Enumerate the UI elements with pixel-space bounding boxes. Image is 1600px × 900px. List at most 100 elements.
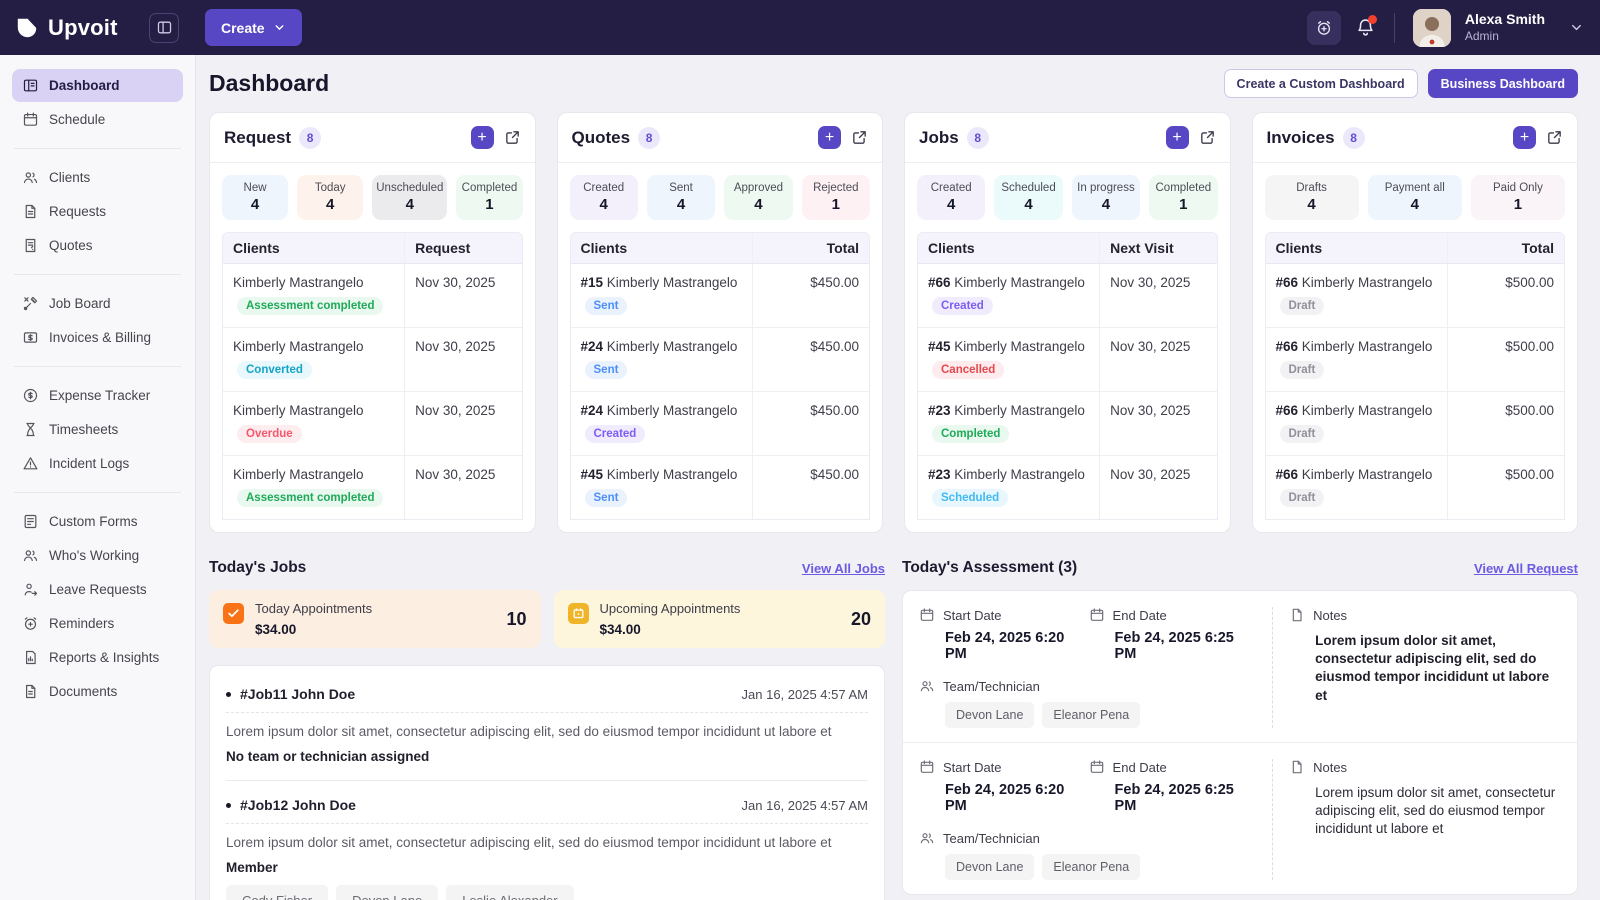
stat-chip[interactable]: Created 4 [917,175,986,220]
table-row[interactable]: Kimberly Mastrangelo Converted Nov 30, 202… [223,328,522,392]
create-button[interactable]: Create [205,9,302,46]
sidebar-item-requests[interactable]: Requests [12,195,183,228]
table-row[interactable]: #24 Kimberly Mastrangelo Sent $450.00 [570,328,869,392]
table-row[interactable]: #66 Kimberly Mastrangelo Draft $500.00 [1265,392,1564,456]
sidebar-item-timesheets[interactable]: Timesheets [12,413,183,446]
assessment-entry[interactable]: Start Date Feb 24, 2025 6:20 PM End Date… [903,591,1577,742]
table-row[interactable]: #45 Kimberly Mastrangelo Cancelled Nov 30,… [918,328,1217,392]
table-row[interactable]: #45 Kimberly Mastrangelo Sent $450.00 [571,456,870,519]
notes-text: Lorem ipsum dolor sit amet, consectetur … [1315,633,1550,703]
table-row[interactable]: Kimberly Mastrangelo Assessment completed… [223,456,522,519]
note-file-icon [1289,759,1305,775]
todays-assessment-title: Today's Assessment (3) [902,559,1078,576]
tools-icon [22,295,39,312]
upcoming-appointments-card[interactable]: Upcoming Appointments $34.00 20 [553,590,885,648]
calendar-icon [1089,759,1105,775]
open-invoices-button[interactable] [1546,129,1563,146]
external-link-icon [1199,129,1216,146]
notifications-button[interactable] [1355,15,1377,38]
plus-icon: + [824,128,835,146]
stat-chip[interactable]: Sent 4 [646,175,716,220]
alarm-plus-icon [22,615,39,632]
table-row[interactable]: #15 Kimberly Mastrangelo Sent $450.00 [570,264,869,328]
sidebar-item-documents[interactable]: Documents [12,675,183,708]
bullet-icon [226,802,231,808]
create-custom-dashboard-button[interactable]: Create a Custom Dashboard [1223,69,1418,98]
add-quote-button[interactable]: + [818,126,841,149]
sidebar-item-reminders[interactable]: Reminders [12,607,183,640]
stat-chip[interactable]: Rejected 1 [801,175,870,220]
stat-chip[interactable]: Approved 4 [724,175,793,220]
open-requests-button[interactable] [504,129,521,146]
view-all-jobs-link[interactable]: View All Jobs [801,560,885,576]
status-badge: Draft [1279,425,1325,443]
sidebar-item-incident-logs[interactable]: Incident Logs [12,447,183,480]
file-question-icon [22,237,39,254]
stat-chip[interactable]: Paid Only 1 [1470,175,1566,220]
view-all-request-link[interactable]: View All Request [1473,560,1578,576]
todays-jobs-title: Today's Jobs [209,559,307,576]
user-menu[interactable]: Alexa Smith Admin [1465,11,1545,44]
sidebar-item-reports-insights[interactable]: Reports & Insights [12,641,183,674]
main-content: Dashboard Create a Custom Dashboard Busi… [196,55,1600,900]
table-row[interactable]: #23 Kimberly Mastrangelo Completed Nov 30,… [918,392,1217,456]
user-name: Alexa Smith [1464,11,1545,28]
add-invoice-button[interactable]: + [1513,126,1536,149]
add-request-button[interactable]: + [470,126,494,149]
calendar-icon [919,607,935,623]
sidebar-item-clients[interactable]: Clients [12,161,183,194]
logo[interactable]: Upvoit [14,15,149,41]
stat-chip[interactable]: Created 4 [569,175,638,220]
add-job-button[interactable]: + [1165,126,1189,149]
business-dashboard-button[interactable]: Business Dashboard [1427,69,1578,98]
table-row[interactable]: #66 Kimberly Mastrangelo Draft $500.00 [1265,264,1564,328]
sidebar-item-whos-working[interactable]: Who's Working [12,539,183,572]
card-title: Request [224,127,292,147]
user-menu-chevron-icon[interactable] [1569,20,1584,35]
count-badge: 8 [966,126,989,149]
table-row[interactable]: Kimberly Mastrangelo Overdue Nov 30, 2025 [223,392,522,456]
sidebar-item-leave-requests[interactable]: Leave Requests [12,573,183,606]
stat-chip[interactable]: Completed 1 [1149,175,1218,220]
external-link-icon [851,129,868,146]
job-list-item[interactable]: #Job12 John Doe Jan 16, 2025 4:57 AM Lor… [226,783,868,900]
sidebar-item-schedule[interactable]: Schedule [12,103,183,136]
sidebar-item-dashboard[interactable]: Dashboard [12,69,183,102]
sidebar-item-quotes[interactable]: Quotes [12,229,183,262]
today-appointments-card[interactable]: Today Appointments $34.00 10 [209,590,541,648]
table-row[interactable]: #66 Kimberly Mastrangelo Created Nov 30, 2… [918,264,1217,328]
stat-chip[interactable]: Today 4 [297,175,364,220]
plus-icon: + [1519,128,1530,146]
table-row[interactable]: #66 Kimberly Mastrangelo Draft $500.00 [1266,456,1565,519]
jobs-list-card: #Job11 John Doe Jan 16, 2025 4:57 AM Lor… [209,665,885,900]
assessment-card: Start Date Feb 24, 2025 6:20 PM End Date… [902,590,1578,895]
assessment-entry[interactable]: Start Date Feb 24, 2025 6:20 PM End Date… [903,742,1577,894]
quotes-card: Quotes 8 + Created 4 Sent 4 Approved 4 Reje… [556,112,883,533]
sidebar-item-expense-tracker[interactable]: Expense Tracker [12,379,183,412]
sidebar-item-invoices-billing[interactable]: Invoices & Billing [12,321,183,354]
stat-chip[interactable]: New 4 [222,175,289,220]
bullet-icon [226,691,231,697]
stat-chip[interactable]: Completed 1 [456,175,523,220]
stat-chip[interactable]: Payment all 4 [1367,175,1462,220]
sidebar-item-job-board[interactable]: Job Board [12,287,183,320]
open-jobs-button[interactable] [1199,129,1216,146]
stat-chip[interactable]: Unscheduled 4 [372,175,448,220]
table-row[interactable]: #24 Kimberly Mastrangelo Created $450.00 [570,392,869,456]
sidebar-collapse-button[interactable] [149,12,179,43]
avatar[interactable] [1412,8,1451,47]
sidebar-item-custom-forms[interactable]: Custom Forms [12,505,183,538]
open-quotes-button[interactable] [851,129,868,146]
status-badge: Overdue [237,425,302,443]
member-chip: Cody Fisher [226,885,329,900]
panel-collapse-icon [156,19,173,36]
stat-chip[interactable]: Drafts 4 [1264,175,1359,220]
stat-chip[interactable]: Scheduled 4 [994,175,1063,220]
job-list-item[interactable]: #Job11 John Doe Jan 16, 2025 4:57 AM Lor… [226,686,868,764]
table-row[interactable]: #23 Kimberly Mastrangelo Scheduled Nov 30,… [918,456,1217,519]
table-row[interactable]: #66 Kimberly Mastrangelo Draft $500.00 [1265,328,1564,392]
hourglass-icon [22,421,39,438]
table-row[interactable]: Kimberly Mastrangelo Assessment completed… [223,264,522,328]
stat-chip[interactable]: In progress 4 [1071,175,1141,220]
add-reminder-button[interactable] [1306,10,1341,45]
